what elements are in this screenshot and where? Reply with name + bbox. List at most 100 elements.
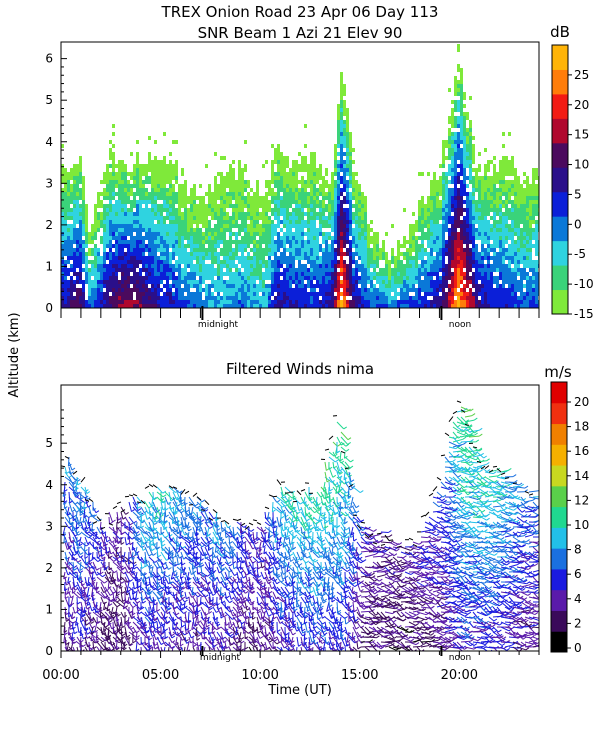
wind-barb <box>328 451 335 457</box>
wind-barb <box>315 496 318 507</box>
wind-barb <box>280 521 284 532</box>
wind-barb-flag <box>197 633 201 637</box>
wind-barb <box>376 604 387 608</box>
wind-barb <box>256 606 259 613</box>
wind-barb <box>148 576 152 588</box>
wind-barb <box>315 581 318 591</box>
wind-barb <box>168 646 170 651</box>
wind-barb-flag <box>63 502 67 505</box>
wind-barb <box>224 576 232 584</box>
wind-barb-flag <box>146 583 151 587</box>
wind-barb <box>352 551 358 561</box>
wind-barb <box>348 476 353 486</box>
wind-barb-flag <box>170 506 175 510</box>
wind-barb-flag <box>128 556 132 560</box>
wind-barb <box>340 546 348 554</box>
wind-barb-flag <box>199 529 203 532</box>
wind-barb <box>428 606 437 616</box>
wind-barb-flag <box>162 500 167 504</box>
wind-barb <box>432 581 444 586</box>
wind-barb <box>368 546 375 552</box>
echo-contour <box>64 455 70 459</box>
wind-barb <box>212 526 217 535</box>
wind-barb-flag <box>371 640 375 643</box>
wind-barb <box>308 506 315 514</box>
wind-barb <box>384 571 391 580</box>
wind-barb-flag <box>128 610 133 614</box>
wind-barb-flag <box>339 458 344 462</box>
wind-barb <box>232 591 238 601</box>
wind-barb <box>228 591 232 600</box>
wind-barb <box>343 491 346 502</box>
wind-barb-flag <box>192 537 196 541</box>
wind-barb-flag <box>136 525 140 529</box>
wind-barb <box>108 516 110 525</box>
wind-barb-flag <box>417 628 422 632</box>
wind-barb-flag <box>121 567 125 571</box>
wind-barb <box>336 526 338 536</box>
wind-barb-flag <box>171 576 175 580</box>
wind-barb <box>163 611 166 620</box>
wind-barb <box>272 581 278 592</box>
wind-barb <box>404 591 413 596</box>
wind-barb-flag <box>257 608 261 612</box>
wind-barb <box>92 556 99 562</box>
wind-barb-flag <box>202 574 206 578</box>
wind-barb-flag <box>233 566 238 570</box>
wind-barb-flag <box>122 625 126 629</box>
wind-barb <box>408 611 417 616</box>
wind-barb <box>196 591 203 598</box>
wind-barb-flag <box>310 549 314 553</box>
wind-barb <box>344 576 354 585</box>
wind-barb-flag <box>301 531 306 535</box>
wind-barb <box>388 571 399 579</box>
wind-barb <box>392 563 404 568</box>
wind-barb-flag <box>202 629 206 633</box>
wind-barb-flag <box>91 557 96 561</box>
wind-barb-flag <box>309 498 313 502</box>
wind-barb <box>308 541 311 550</box>
wind-barb <box>176 596 183 606</box>
wind-barb-flag <box>82 613 86 617</box>
wind-barb <box>64 536 69 548</box>
wind-barb-flag <box>137 608 142 612</box>
wind-barb-flag <box>418 585 422 588</box>
wind-barb <box>252 541 257 550</box>
wind-barb <box>232 636 238 644</box>
wind-barb-flag <box>187 629 192 633</box>
wind-barb <box>264 566 271 573</box>
wind-barb <box>192 521 198 529</box>
wind-barb <box>111 571 114 582</box>
wind-barb-flag <box>92 508 97 511</box>
wind-barb <box>183 566 186 575</box>
wind-barb <box>355 546 358 557</box>
wind-barb-flag <box>158 520 163 524</box>
wind-barb <box>316 526 323 532</box>
wind-barb <box>287 646 290 651</box>
wind-barb <box>242 626 246 634</box>
wind-barb-flag <box>352 635 356 639</box>
wind-barb-flag <box>208 631 212 635</box>
wind-barb <box>108 621 113 630</box>
wind-barb-flag <box>325 652 328 654</box>
wind-barb <box>332 536 336 545</box>
wind-barb-flag <box>286 557 291 561</box>
wind-barb <box>207 616 210 624</box>
wind-barb-flag <box>296 511 301 515</box>
wind-barb <box>284 621 291 632</box>
wind-barb <box>272 526 275 538</box>
wind-barb-flag <box>143 626 147 630</box>
wind-barb-flag <box>79 633 84 637</box>
wind-barb <box>316 561 324 572</box>
altitude-axis-label: Altitude (km) <box>7 312 22 397</box>
wind-barb-flag <box>172 563 177 567</box>
wind-barb <box>96 546 100 557</box>
echo-contour <box>148 483 154 488</box>
wind-barb <box>288 536 291 545</box>
wind-barb <box>176 631 183 641</box>
wind-barb-flag <box>438 504 443 508</box>
wind-barb-flag <box>79 570 84 574</box>
wind-barb-flag <box>100 614 104 618</box>
wind-barb <box>268 636 278 645</box>
